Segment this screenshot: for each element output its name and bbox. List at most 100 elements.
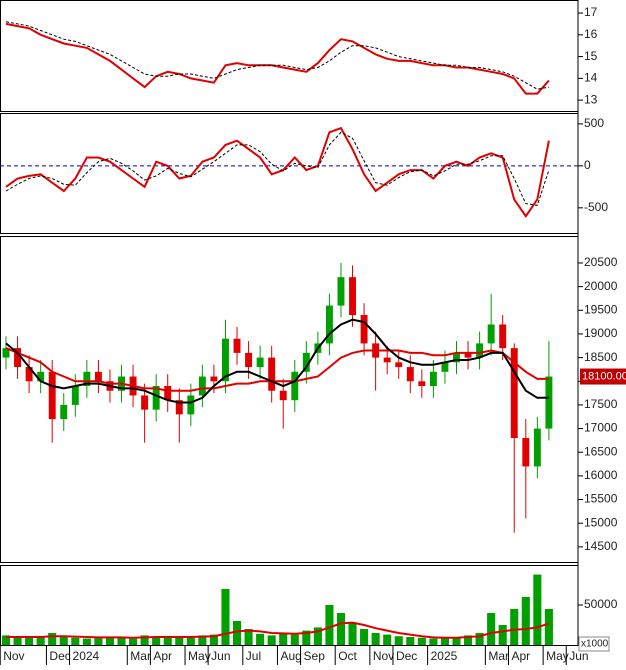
y-tick-label: 20000 [584, 279, 618, 293]
y-tick-label: 15 [584, 49, 598, 63]
volume-bar [429, 638, 438, 645]
volume-bar [186, 637, 195, 645]
candle-body [71, 385, 79, 405]
y-tick-label: 500 [584, 116, 604, 130]
candle-body [198, 376, 206, 396]
y-tick-label: 18500 [584, 350, 618, 364]
volume-bar [105, 637, 115, 645]
candle-body [476, 343, 484, 358]
candle-body [499, 324, 507, 349]
volume-bar [129, 638, 138, 645]
volume-bar [383, 634, 392, 645]
x-tick-label: Dec [49, 649, 70, 663]
y-tick-label: 13 [584, 92, 598, 106]
volume-bar [232, 621, 242, 645]
candle-body [464, 352, 472, 358]
volume-bar [521, 597, 530, 645]
y-tick-label: 17000 [584, 421, 618, 435]
volume-bar [25, 637, 34, 645]
y-tick-label: 50000 [584, 597, 618, 611]
x-tick-label: Mar [130, 649, 151, 663]
candle-body [60, 404, 68, 420]
series-line [5, 21, 549, 90]
candle-body [325, 305, 333, 344]
y-tick-label: 19000 [584, 326, 618, 340]
x-tick-label: Oct [338, 649, 357, 663]
candle-body [256, 357, 264, 368]
x-tick-label: May [546, 649, 569, 663]
y-tick-label: 16500 [584, 444, 618, 458]
volume-bar [279, 633, 288, 645]
volume-bar [71, 637, 80, 645]
candle-body [187, 395, 195, 415]
volume-bar [175, 636, 184, 645]
x-tick-label: Nov [3, 649, 24, 663]
volume-bar [544, 609, 553, 645]
candle-body [37, 371, 45, 382]
candle-body [533, 428, 541, 467]
price-tag-label: 18100.00 [582, 370, 626, 382]
y-tick-label: 16 [584, 27, 598, 41]
y-tick-label: 14500 [584, 539, 618, 553]
volume-bar [498, 625, 507, 645]
volume-bar [452, 637, 461, 645]
candle-body [83, 371, 91, 386]
candle-body [291, 371, 299, 401]
volume-bar [371, 633, 380, 645]
candle-body [337, 277, 345, 306]
candle-body [487, 324, 495, 344]
volume-bar [209, 634, 218, 645]
volume-bar [348, 622, 357, 645]
volume-bar [394, 636, 403, 645]
candle-body [222, 338, 229, 382]
volume-bar [302, 630, 311, 645]
volume-bar [360, 629, 369, 645]
series-line [5, 318, 549, 404]
candle-body [360, 315, 368, 344]
y-tick-label: 14 [584, 71, 598, 85]
candle-body [141, 395, 149, 410]
y-tick-label: 17500 [584, 397, 618, 411]
volume-bar [1, 635, 11, 645]
volume-bar [290, 634, 299, 645]
candle-body [152, 385, 160, 410]
candle-body [48, 371, 56, 420]
unit-label: x1000 [581, 639, 609, 650]
volume-bar [406, 637, 415, 645]
volume-bar [417, 637, 426, 645]
x-tick-label: Apr [153, 649, 172, 663]
candle-body [245, 352, 253, 368]
price-tag [580, 368, 626, 385]
volume-bar [267, 635, 276, 645]
volume-bar [475, 633, 484, 645]
y-tick-label: 17 [584, 5, 598, 19]
volume-bar [325, 605, 334, 645]
y-tick-label: 15000 [584, 515, 618, 529]
volume-bar [59, 637, 68, 645]
volume-bar [198, 635, 207, 645]
volume-bar [244, 629, 253, 645]
volume-bar [163, 637, 172, 645]
volume-bar [533, 574, 542, 645]
volume-bar [336, 613, 346, 645]
candle-body [302, 352, 310, 372]
volume-bar [221, 589, 230, 645]
candle-body [429, 371, 437, 386]
x-tick-label: 2025 [431, 649, 458, 663]
x-tick-label: Sep [304, 649, 326, 663]
candle-body [545, 376, 553, 429]
candle-body [406, 367, 414, 382]
candle-body [175, 400, 183, 415]
volume-bar [48, 633, 57, 645]
x-tick-label: Nov [373, 649, 394, 663]
volume-bar [510, 609, 519, 645]
volume-bar [256, 633, 265, 645]
candle-body [25, 367, 33, 382]
candle-body [349, 277, 356, 316]
y-tick-label: 16000 [584, 468, 618, 482]
volume-bar [82, 638, 91, 645]
x-tick-label: Jun [569, 649, 588, 663]
volume-bar [440, 637, 449, 645]
x-tick-label: May [188, 649, 211, 663]
